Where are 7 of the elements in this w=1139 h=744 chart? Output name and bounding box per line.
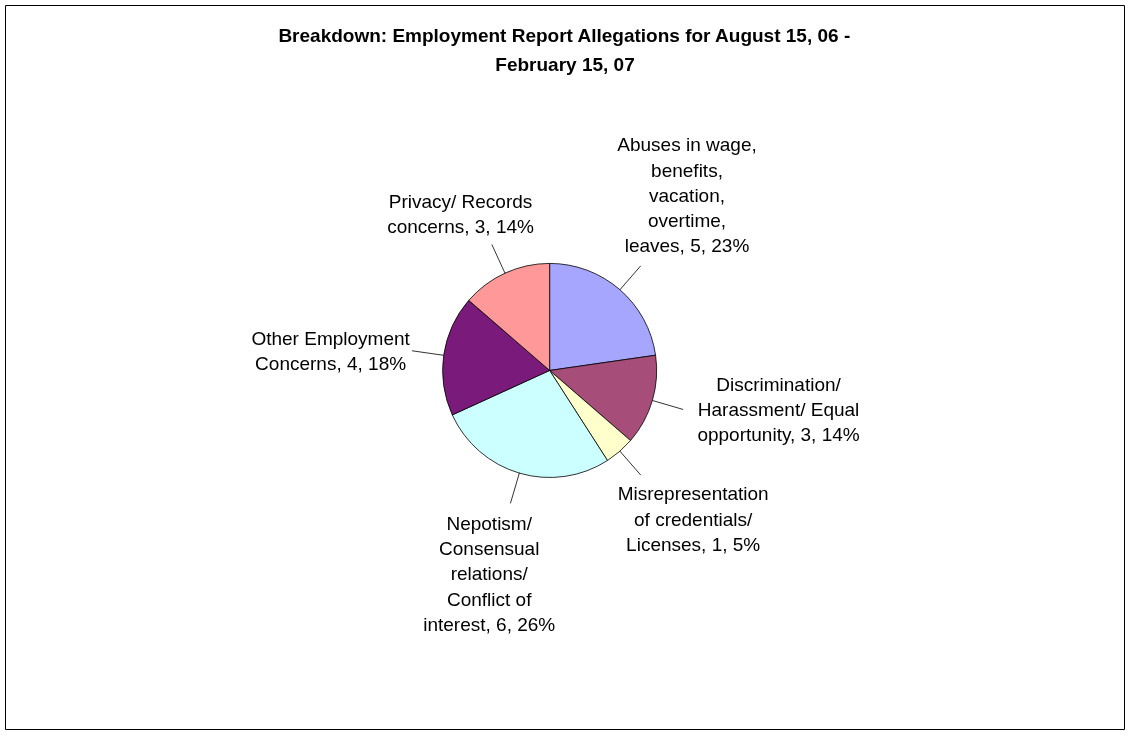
slice-label: Discrimination/ Harassment/ Equal opportunity, 3, 14% (697, 373, 860, 446)
slice-label: Misrepresentation of credentials/ Licenses, 1, 5% (617, 483, 769, 555)
slice-label: Abuses in wage, benefits, vacation, overtime, leaves, 5, 23% (617, 134, 757, 257)
slice-label: Nepotism/ Consensual relations/ Conflict of interest, 6, 26% (423, 512, 556, 635)
slice-label: Other Employment Concerns, 4, 18% (251, 327, 411, 374)
chart-title: Breakdown: Employment Report Allegations for August 15, 06 - February 15, 07 (278, 24, 851, 76)
slice-label: Privacy/ Records concerns, 3, 14% (387, 190, 535, 238)
